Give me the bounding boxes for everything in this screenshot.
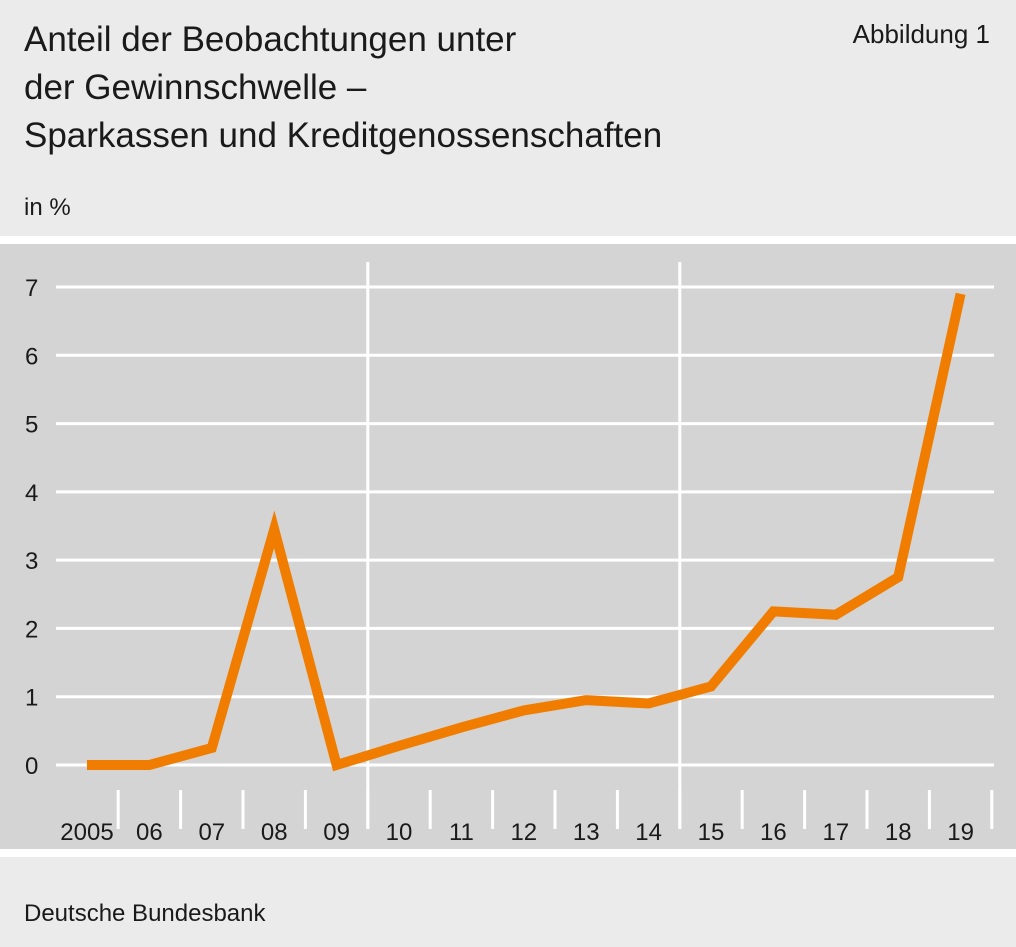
x-tick-label: 07 (198, 819, 225, 846)
top-divider (0, 236, 1016, 244)
gridlines (56, 262, 994, 829)
x-tick-label: 10 (386, 819, 413, 846)
y-tick-label: 1 (25, 685, 38, 712)
y-tick-label: 0 (25, 753, 38, 780)
x-tick-label: 2005 (60, 819, 113, 846)
chart-title-line-2: der Gewinnschwelle – (24, 68, 367, 107)
x-tick-label: 09 (323, 819, 350, 846)
series-line-0 (87, 292, 966, 772)
x-tick-label: 06 (136, 819, 163, 846)
y-tick-label: 3 (25, 548, 38, 575)
plot-area: 0 1 2 3 4 5 6 7 2005 06 07 08 09 10 11 12 13 14 15 16 17 18 19 (0, 244, 1016, 849)
y-tick-label: 5 (25, 412, 38, 439)
source-note: Deutsche Bundesbank (24, 900, 266, 927)
x-tick-label: 11 (449, 819, 474, 846)
y-tick-label: 2 (25, 616, 38, 643)
figure-number-label: Abbildung 1 (852, 19, 990, 49)
x-tick-label: 14 (635, 819, 662, 846)
x-tick-label: 15 (698, 819, 725, 846)
x-tick-label: 16 (760, 819, 787, 846)
bottom-divider (0, 849, 1016, 857)
x-tick-label: 13 (573, 819, 600, 846)
series-layer (87, 292, 966, 772)
y-tick-label: 4 (25, 480, 38, 507)
x-tick-label: 12 (510, 819, 537, 846)
y-tick-label: 7 (25, 275, 38, 302)
x-tick-label: 18 (885, 819, 912, 846)
x-tick-label: 17 (822, 819, 849, 846)
chart-title-line-3: Sparkassen und Kreditgenossenschaften (24, 116, 663, 155)
x-tick-label: 19 (947, 819, 974, 846)
chart-title: Anteil der Beobachtungen unter der Gewin… (24, 16, 804, 160)
x-tick-label: 08 (261, 819, 288, 846)
unit-label: in % (24, 194, 71, 221)
chart-title-line-1: Anteil der Beobachtungen unter (24, 20, 517, 59)
y-tick-label: 6 (25, 343, 38, 370)
